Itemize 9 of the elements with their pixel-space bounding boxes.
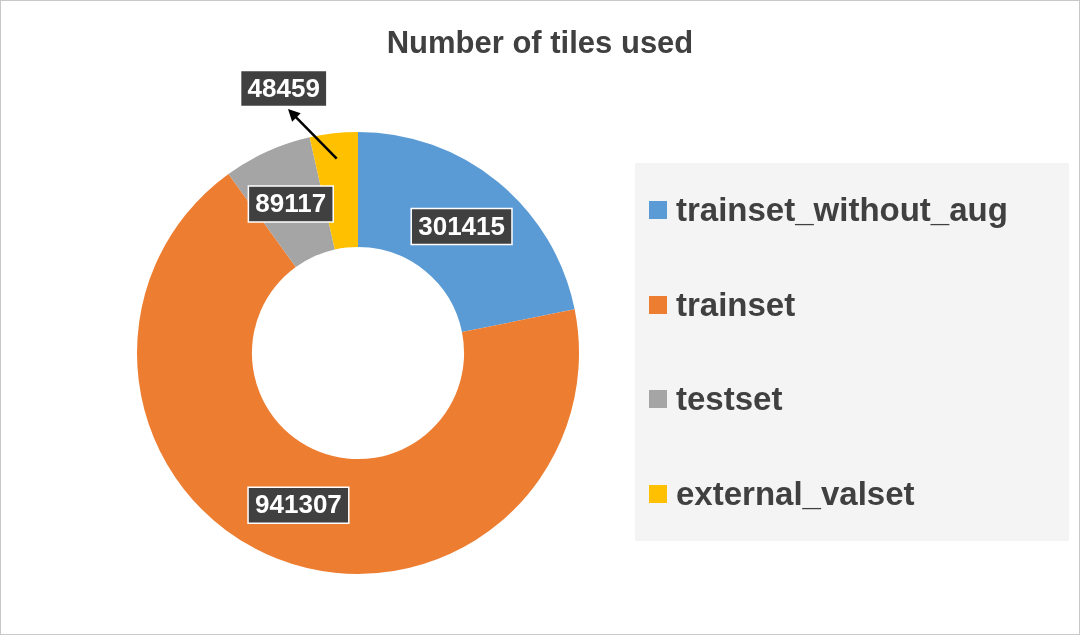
legend-label: trainset_without_aug bbox=[676, 191, 1008, 230]
legend-label: external_valset bbox=[676, 474, 915, 513]
data-label: 89117 bbox=[255, 188, 327, 219]
legend-label: testset bbox=[676, 380, 783, 419]
data-label: 48459 bbox=[247, 72, 320, 103]
data-label: 941307 bbox=[255, 489, 342, 520]
legend-label: trainset bbox=[676, 285, 796, 324]
data-label: 301415 bbox=[418, 210, 505, 241]
chart-title: Number of tiles used bbox=[385, 25, 695, 61]
